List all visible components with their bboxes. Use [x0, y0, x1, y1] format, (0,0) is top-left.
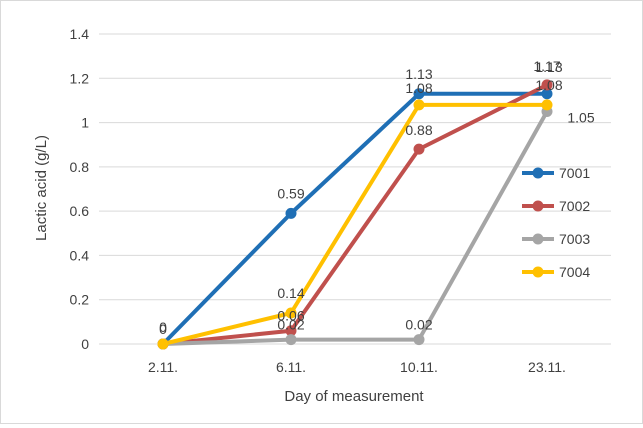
y-tick-label: 0.8 [70, 159, 90, 175]
data-point-7003 [285, 334, 297, 346]
data-label: 1.13 [405, 66, 432, 82]
data-point-7002 [413, 143, 425, 155]
y-tick-label: 0.6 [70, 203, 90, 219]
data-label: 0.14 [277, 285, 304, 301]
x-tick-label: 6.11. [276, 359, 306, 375]
data-label: 0.02 [405, 317, 432, 333]
y-tick-label: 1 [81, 115, 89, 131]
y-axis-title: Lactic acid (g/L) [33, 135, 50, 241]
data-label: 1.17 [533, 58, 560, 74]
data-label: 0 [159, 321, 167, 337]
legend-label: 7001 [559, 165, 590, 181]
data-labels: 00.591.13 1.130.060.881.170.02 0.021.0500.… [159, 58, 595, 337]
data-label: 1.08 [535, 77, 562, 93]
legend-marker [532, 233, 544, 245]
legend-label: 7004 [559, 264, 590, 280]
data-point-7001 [541, 88, 553, 100]
data-label: 1.05 [567, 110, 594, 126]
y-tick-label: 1.4 [70, 26, 90, 42]
series-points [157, 79, 553, 350]
x-axis-title: Day of measurement [284, 388, 424, 405]
data-label: 0 [159, 319, 167, 335]
data-label: 0.88 [405, 122, 432, 138]
data-label: 0.02 [277, 317, 304, 333]
series-lines [161, 83, 549, 346]
data-label: 0.06 [277, 308, 304, 324]
x-tick-label: 10.11. [400, 359, 438, 375]
x-tick-label: 2.11. [148, 359, 178, 375]
x-tick-label: 23.11. [528, 359, 566, 375]
y-tick-label: 0.4 [70, 247, 90, 263]
series-line-7003 [162, 110, 549, 346]
legend-label: 7003 [559, 231, 590, 247]
data-point-7004 [541, 99, 553, 111]
data-label: 1.13 [535, 59, 562, 75]
legend: 7001 7002 7003 7004 [522, 165, 590, 280]
data-point-7004 [413, 99, 425, 111]
data-point-7003 [413, 334, 425, 346]
gridlines [99, 33, 611, 345]
y-tick-label: 1.2 [70, 70, 90, 86]
data-point-7004 [285, 307, 297, 319]
legend-label: 7002 [559, 198, 590, 214]
data-point-7002 [285, 325, 297, 337]
legend-marker [532, 266, 544, 278]
data-label: 1.08 [405, 80, 432, 96]
data-point-7002 [541, 79, 553, 91]
legend-marker [532, 167, 544, 179]
series-line-7002 [162, 83, 548, 346]
y-tick-label: 0 [81, 336, 89, 352]
y-tick-labels: 0 0.2 0.4 0.6 0.8 1 1.2 1.4 [70, 26, 90, 352]
legend-marker [532, 200, 544, 212]
series-line-7001 [161, 91, 547, 346]
data-label: 0.59 [277, 185, 304, 201]
series-line-7004 [162, 102, 547, 346]
y-tick-label: 0.2 [70, 292, 90, 308]
data-point-7001 [285, 207, 297, 219]
x-tick-labels: 2.11. 6.11. 10.11. 23.11. [148, 359, 566, 375]
data-point-7004 [157, 338, 169, 350]
data-point-7001 [413, 88, 425, 100]
